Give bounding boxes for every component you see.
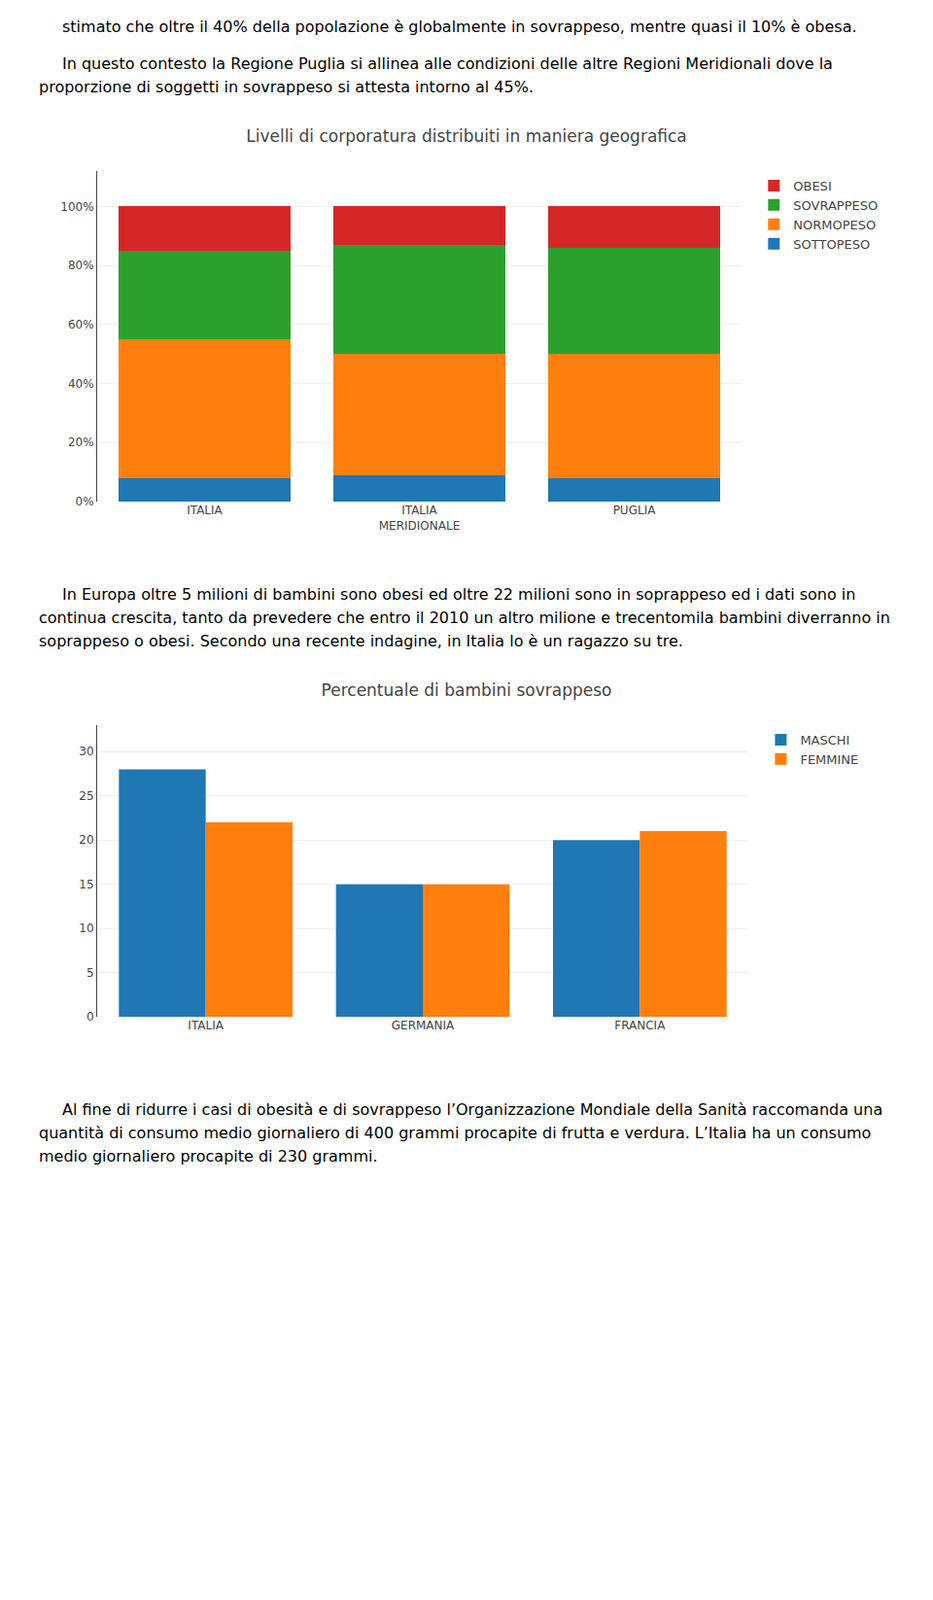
svg-text:ITALIA: ITALIA xyxy=(187,1018,224,1033)
html-text:Al fine di ridurre i casi di o: Al fine di ridurre i casi di obesità e d… xyxy=(38,1100,883,1166)
svg-text:80%: 80% xyxy=(68,258,95,273)
svg-text:0%: 0% xyxy=(75,494,95,509)
html-text:stimato che oltre il 40% della: stimato che oltre il 40% della popolazio… xyxy=(62,17,857,36)
svg-text:20: 20 xyxy=(78,832,94,847)
svg-text:25: 25 xyxy=(78,789,94,803)
svg-text:15: 15 xyxy=(78,877,94,892)
svg-text:20%: 20% xyxy=(68,435,95,450)
svg-text:FEMMINE: FEMMINE xyxy=(799,752,859,767)
svg-text:PUGLIA: PUGLIA xyxy=(613,503,657,518)
svg-text:10: 10 xyxy=(78,921,94,935)
svg-text:MASCHI: MASCHI xyxy=(799,732,850,748)
svg-text:ITALIAMERIDIONALE: ITALIAMERIDIONALE xyxy=(379,503,461,533)
svg-text:40%: 40% xyxy=(68,377,95,391)
svg-text:OBESI: OBESI xyxy=(793,178,831,194)
html-text:In questo contesto la Regione: In questo contesto la Regione Puglia si … xyxy=(38,54,833,97)
svg-text:NORMOPESO: NORMOPESO xyxy=(793,217,876,233)
svg-text:SOTTOPESO: SOTTOPESO xyxy=(793,237,870,252)
svg-text:FRANCIA: FRANCIA xyxy=(614,1018,666,1033)
svg-text:GERMANIA: GERMANIA xyxy=(391,1018,455,1033)
svg-text:100%: 100% xyxy=(60,200,94,214)
html-text:In Europa oltre 5 milioni di b: In Europa oltre 5 milioni di bambini son… xyxy=(38,585,891,651)
svg-text:0: 0 xyxy=(86,1009,95,1024)
svg-text:SOVRAPPESO: SOVRAPPESO xyxy=(793,198,878,213)
svg-text:ITALIA: ITALIA xyxy=(186,503,223,518)
svg-text:Livelli di corporatura distrib: Livelli di corporatura distribuiti in ma… xyxy=(245,126,688,146)
svg-text:60%: 60% xyxy=(68,317,95,332)
svg-text:5: 5 xyxy=(86,966,95,980)
svg-text:30: 30 xyxy=(78,744,94,759)
svg-text:Percentuale di bambini sovrapp: Percentuale di bambini sovrappeso xyxy=(321,680,613,700)
